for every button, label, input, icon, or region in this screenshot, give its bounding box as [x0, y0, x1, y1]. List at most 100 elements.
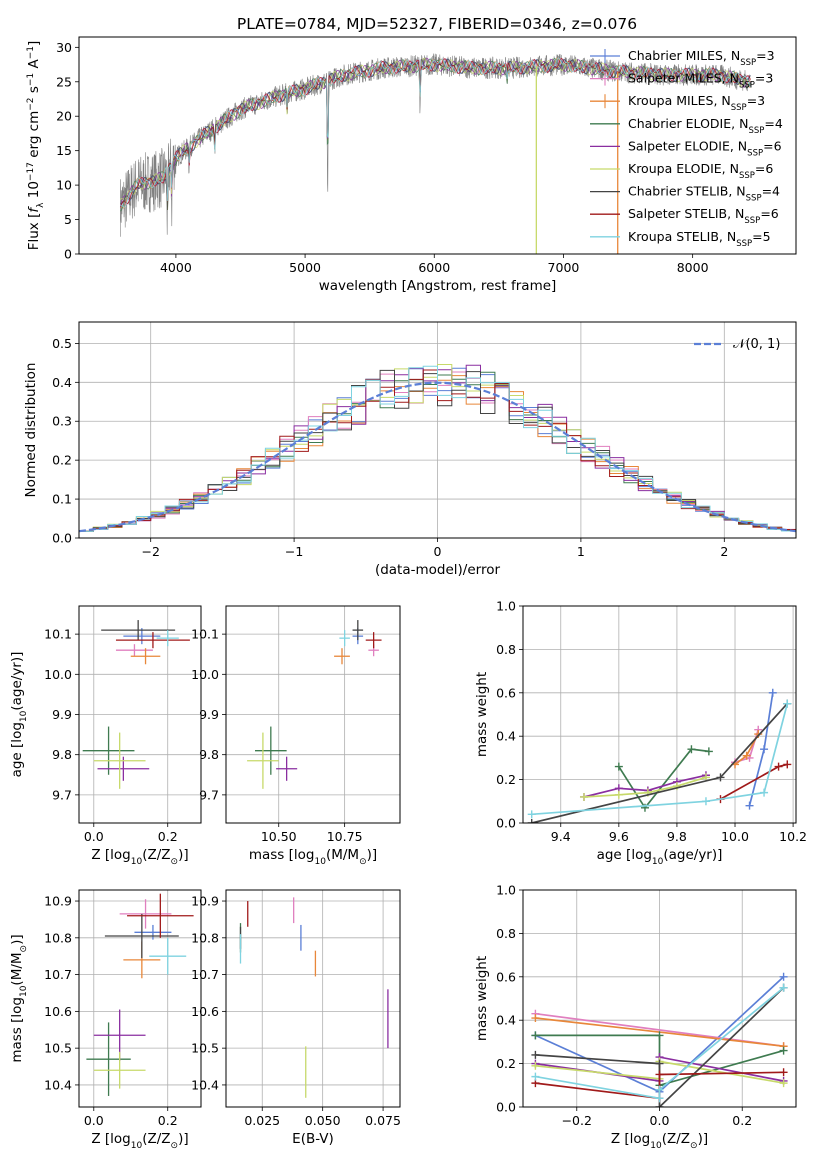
mass_vs_Z-frame [78, 889, 202, 1108]
y-tick-label: 10.9 [191, 894, 219, 909]
residuals-xlabel: (data-model)/error [375, 562, 501, 578]
errorbar-kroupa_miles [334, 648, 350, 665]
x-tick-label: 7000 [548, 260, 580, 275]
age_vs_Z-axes: 0.0 0.2 9.7 9.8 9.9 10.0 10.1 [44, 606, 201, 844]
weight-marker-chabrier_elodie [779, 1046, 788, 1055]
y-tick-label: 0.0 [496, 1100, 516, 1115]
errorbar-chabrier_miles [134, 924, 172, 940]
weight-marker-kroupa_miles [742, 751, 751, 760]
residuals-axes: −2 −1 0 1 2 0.0 0.1 0.2 0.3 0.4 0.5 [52, 322, 796, 559]
model-spectrum-kroupa_stelib [120, 57, 751, 208]
weight-marker-kroupa_miles [531, 1014, 540, 1023]
weight-marker-chabrier_miles [779, 972, 788, 981]
y-tick-label: 9.7 [52, 787, 72, 802]
y-tick-label: 10.0 [191, 667, 219, 682]
x-tick-label: 9.6 [609, 829, 629, 844]
weight-marker-kroupa_elodie [779, 1079, 788, 1088]
y-tick-label: 10.7 [44, 967, 72, 982]
y-tick-label: 0.4 [496, 1013, 516, 1028]
y-tick-label: 0.8 [496, 642, 516, 657]
x-tick-label: −0.2 [562, 1113, 592, 1128]
weight-marker-salpeter_stelib [774, 762, 783, 771]
weight_vs_Z-ylabel: mass weight [474, 956, 490, 1041]
weight_vs_age-frame [522, 605, 797, 824]
spectrum-ylabel: Flux [fλ 10−17 erg cm−2 s−1 A−1] [26, 41, 46, 251]
weight-marker-kroupa_elodie [614, 790, 623, 799]
y-tick-label: 0.2 [496, 772, 516, 787]
y-tick-label: 0.2 [52, 453, 72, 468]
mass_vs_ebv-axes: 0.025 0.050 0.075 10.4 10.5 10.6 10.7 10.8 10.9 [191, 890, 401, 1128]
x-tick-label: 8000 [677, 260, 709, 275]
y-tick-label: 0.8 [496, 926, 516, 941]
y-tick-label: 0.4 [52, 375, 72, 390]
x-tick-label: 0.0 [650, 1113, 670, 1128]
age_vs_mass-frame [225, 605, 401, 824]
weight-marker-kroupa_elodie [579, 792, 588, 801]
y-tick-label: 10.7 [191, 967, 219, 982]
y-tick-label: 10.5 [191, 1041, 219, 1056]
spectrum-frame [78, 36, 797, 255]
weight_vs_age-ylabel: mass weight [474, 672, 490, 757]
weight-marker-chabrier_elodie [687, 745, 696, 754]
errorbar-salpeter_elodie [276, 756, 298, 781]
errorbar-kroupa_stelib [149, 937, 187, 975]
weight-marker-chabrier_stelib [531, 1050, 540, 1059]
x-tick-label: −1 [285, 544, 303, 559]
mass_vs_ebv-frame [225, 889, 401, 1108]
y-tick-label: 10.4 [191, 1077, 219, 1092]
y-tick-label: 10 [56, 178, 72, 193]
x-tick-label: 6000 [418, 260, 450, 275]
y-tick-label: 10.6 [44, 1004, 72, 1019]
weight-marker-chabrier_elodie [704, 747, 713, 756]
y-tick-label: 1.0 [496, 883, 516, 898]
errorbar-kroupa_elodie [93, 732, 146, 789]
y-tick-label: 9.8 [52, 747, 72, 762]
y-tick-label: 10.0 [44, 667, 72, 682]
y-tick-label: 10.8 [191, 930, 219, 945]
weight-marker-kroupa_stelib [783, 699, 792, 708]
y-tick-label: 0.0 [52, 531, 72, 546]
weight-marker-salpeter_stelib [655, 1070, 664, 1079]
mass_vs_Z-axes: 0.0 0.2 10.4 10.5 10.6 10.7 10.8 10.9 [44, 890, 201, 1128]
weight-marker-chabrier_miles [745, 801, 754, 810]
legend-label: Salpeter ELODIE, NSSP=6 [628, 138, 782, 158]
weight-marker-chabrier_elodie [614, 762, 623, 771]
weight-line-chabrier_elodie [618, 748, 710, 810]
residuals-ylabel: Normed distribution [23, 363, 39, 498]
x-tick-label: 0.0 [84, 829, 104, 844]
y-tick-label: 25 [56, 74, 72, 89]
y-tick-label: 0.5 [52, 336, 72, 351]
legend-label: Chabrier ELODIE, NSSP=4 [628, 116, 783, 136]
weight-marker-chabrier_miles [760, 745, 769, 754]
errorbar-kroupa_miles [130, 648, 161, 665]
errorbar-kroupa_stelib [156, 630, 179, 647]
model-spectrum-chabrier_stelib [120, 58, 751, 211]
weight-marker-chabrier_stelib [655, 1059, 664, 1068]
x-tick-label: 10.75 [327, 829, 363, 844]
x-tick-label: −2 [141, 544, 159, 559]
age_vs_Z-frame [78, 605, 202, 824]
x-tick-label: 9.4 [551, 829, 571, 844]
legend-label: Salpeter MILES, NSSP=3 [628, 71, 773, 91]
legend-label: Chabrier STELIB, NSSP=4 [628, 184, 780, 204]
errorbar-kroupa_elodie [93, 1051, 146, 1089]
y-tick-label: 0.4 [496, 729, 516, 744]
weight-marker-salpeter_stelib [783, 760, 792, 769]
y-tick-label: 10.1 [44, 627, 72, 642]
y-tick-label: 5 [64, 212, 72, 227]
weight-line-kroupa_stelib [535, 986, 785, 1100]
weight_vs_age-xlabel: age [log10(age/yr)] [597, 847, 723, 867]
x-tick-label: 1 [577, 544, 585, 559]
residuals-frame [78, 321, 797, 539]
legend-label: Kroupa MILES, NSSP=3 [628, 93, 765, 113]
errorbar-chabrier_stelib [104, 913, 179, 959]
x-tick-label: 0.025 [244, 1113, 280, 1128]
y-tick-label: 0.0 [496, 816, 516, 831]
weight-line-kroupa_stelib [531, 703, 789, 816]
legend-label: Salpeter STELIB, NSSP=6 [628, 206, 779, 226]
y-tick-label: 0.2 [496, 1056, 516, 1071]
spectrum-legend: Chabrier MILES, NSSP=3 Salpeter MILES, NS… [590, 48, 783, 249]
y-tick-label: 20 [56, 109, 72, 124]
y-tick-label: 10.4 [44, 1077, 72, 1092]
weight-marker-chabrier_elodie [531, 1031, 540, 1040]
